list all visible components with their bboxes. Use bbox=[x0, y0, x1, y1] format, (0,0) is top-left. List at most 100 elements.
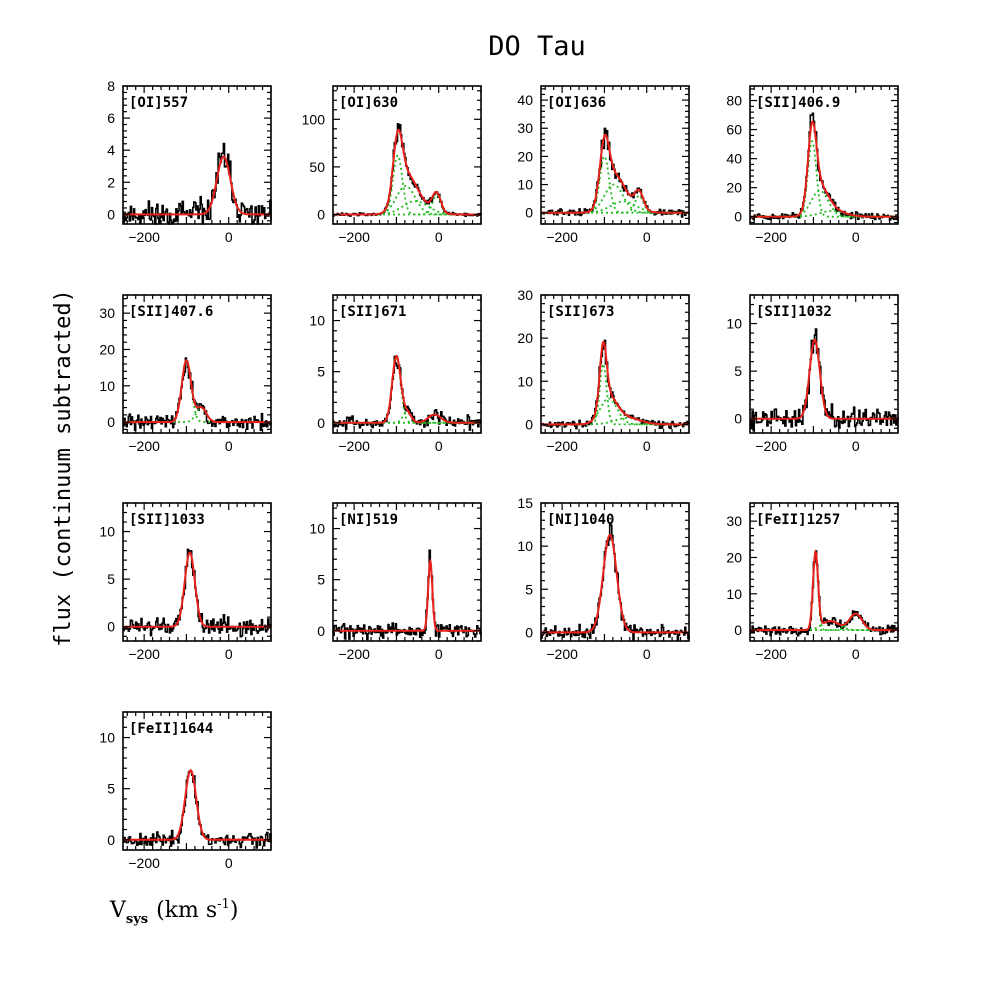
y-tick-label: 50 bbox=[309, 159, 325, 175]
panel-frame bbox=[749, 85, 899, 225]
y-tick-label: 0 bbox=[107, 619, 115, 635]
x-tick-label: −200 bbox=[128, 438, 160, 454]
y-tick-label: 10 bbox=[517, 538, 533, 554]
fit-curve bbox=[333, 354, 481, 424]
panel-frame bbox=[540, 85, 690, 225]
x-tick-label: 0 bbox=[225, 229, 233, 245]
y-tick-label: 8 bbox=[107, 78, 115, 94]
observed-spectrum bbox=[333, 549, 482, 641]
x-tick-label: 0 bbox=[435, 646, 443, 662]
x-tick-label: 0 bbox=[435, 229, 443, 245]
y-tick-label: 5 bbox=[525, 581, 533, 597]
panel-frame bbox=[332, 502, 482, 642]
x-tick-label: 0 bbox=[852, 229, 860, 245]
x-tick-label: 0 bbox=[852, 438, 860, 454]
y-tick-label: 2 bbox=[107, 174, 115, 190]
y-tick-label: 30 bbox=[99, 305, 115, 321]
panel-frame bbox=[122, 85, 272, 225]
panel-sii673: −200 0 0 10 20 30 [SII]673 bbox=[517, 287, 690, 454]
gaussian-component-1 bbox=[541, 155, 689, 214]
y-tick-label: 0 bbox=[317, 623, 325, 639]
y-tick-label: 10 bbox=[99, 524, 115, 540]
x-axis-label-unit: (km s bbox=[156, 898, 217, 923]
panel-oi557: −200 0 0 2 4 6 8 [OI]557 bbox=[107, 78, 272, 245]
x-tick-label: 0 bbox=[225, 438, 233, 454]
y-axis-label: flux (continuum subtracted) bbox=[51, 289, 76, 647]
y-tick-label: 0 bbox=[734, 622, 742, 638]
y-tick-label: 10 bbox=[99, 730, 115, 746]
y-tick-label: 0 bbox=[734, 411, 742, 427]
line-label: [SII]1033 bbox=[129, 512, 205, 528]
x-tick-label: −200 bbox=[546, 646, 578, 662]
y-tick-label: 5 bbox=[107, 571, 115, 587]
x-tick-label: −200 bbox=[546, 229, 578, 245]
panel-oi630: −200 0 0 50 100 [OI]630 bbox=[302, 85, 482, 245]
panel-sii1032: −200 0 0 5 10 [SII]1032 bbox=[726, 294, 899, 454]
y-tick-label: 30 bbox=[517, 287, 533, 303]
fit-curve bbox=[541, 133, 689, 214]
fit-curve bbox=[123, 769, 271, 841]
panel-oi636: −200 0 0 10 20 30 40 [OI]636 bbox=[517, 85, 690, 245]
fit-curve bbox=[333, 128, 481, 216]
y-tick-label: 10 bbox=[726, 316, 742, 332]
y-tick-label: 20 bbox=[517, 330, 533, 346]
gaussian-component-4 bbox=[333, 194, 481, 216]
line-label: [OI]630 bbox=[339, 95, 398, 111]
y-tick-label: 20 bbox=[99, 341, 115, 357]
y-tick-label: 80 bbox=[726, 93, 742, 109]
x-tick-label: −200 bbox=[755, 646, 787, 662]
x-axis-label-main: V bbox=[109, 898, 127, 923]
panel-frame bbox=[122, 711, 272, 851]
observed-spectrum bbox=[541, 522, 690, 642]
gaussian-component-2 bbox=[333, 184, 481, 216]
y-tick-label: 0 bbox=[525, 205, 533, 221]
y-tick-label: 0 bbox=[317, 206, 325, 222]
x-tick-label: 0 bbox=[643, 229, 651, 245]
x-tick-label: −200 bbox=[546, 438, 578, 454]
x-axis-label: Vsys (km s-1) bbox=[109, 897, 238, 927]
y-tick-label: 0 bbox=[525, 416, 533, 432]
panel-sii407-6: −200 0 0 10 20 30 [SII]407.6 bbox=[99, 294, 272, 454]
fit-curve bbox=[123, 551, 271, 628]
gaussian-component-2 bbox=[750, 189, 898, 218]
panel-feii1257: −200 0 0 10 20 30 [FeII]1257 bbox=[726, 502, 899, 662]
fit-curve bbox=[750, 338, 898, 420]
y-tick-label: 10 bbox=[309, 521, 325, 537]
y-tick-label: 100 bbox=[302, 111, 326, 127]
figure-title: DO Tau bbox=[488, 31, 586, 62]
y-tick-label: 5 bbox=[107, 781, 115, 797]
x-axis-label-sup: -1 bbox=[217, 897, 230, 912]
x-tick-label: −200 bbox=[128, 229, 160, 245]
observed-spectrum bbox=[750, 550, 899, 637]
y-tick-label: 20 bbox=[726, 549, 742, 565]
panel-frame bbox=[122, 502, 272, 642]
y-tick-label: 0 bbox=[734, 209, 742, 225]
observed-spectrum bbox=[750, 328, 899, 432]
y-tick-label: 15 bbox=[517, 495, 533, 511]
line-label: [NI]519 bbox=[339, 512, 398, 528]
y-tick-label: 5 bbox=[734, 363, 742, 379]
x-tick-label: 0 bbox=[225, 855, 233, 871]
x-tick-label: 0 bbox=[643, 646, 651, 662]
x-tick-label: −200 bbox=[338, 646, 370, 662]
y-tick-label: 6 bbox=[107, 110, 115, 126]
x-axis-label-sub: sys bbox=[126, 912, 148, 927]
panel-sii1033: −200 0 0 5 10 [SII]1033 bbox=[99, 502, 272, 662]
line-label: [SII]407.6 bbox=[129, 304, 213, 320]
fit-curve bbox=[123, 155, 271, 216]
x-tick-label: −200 bbox=[128, 646, 160, 662]
observed-spectrum bbox=[750, 112, 899, 221]
gaussian-component-3 bbox=[541, 200, 689, 214]
line-label: [OI]636 bbox=[547, 95, 606, 111]
fit-curve bbox=[541, 533, 689, 634]
y-tick-label: 40 bbox=[517, 92, 533, 108]
y-tick-label: 60 bbox=[726, 122, 742, 138]
panel-sii671: −200 0 0 5 10 [SII]671 bbox=[309, 294, 482, 454]
gaussian-component-1 bbox=[750, 139, 898, 218]
line-label: [SII]406.9 bbox=[756, 95, 840, 111]
panel-sii406-9: −200 0 0 20 40 60 80 [SII]406.9 bbox=[726, 85, 899, 245]
y-tick-label: 5 bbox=[317, 364, 325, 380]
y-tick-label: 10 bbox=[99, 378, 115, 394]
